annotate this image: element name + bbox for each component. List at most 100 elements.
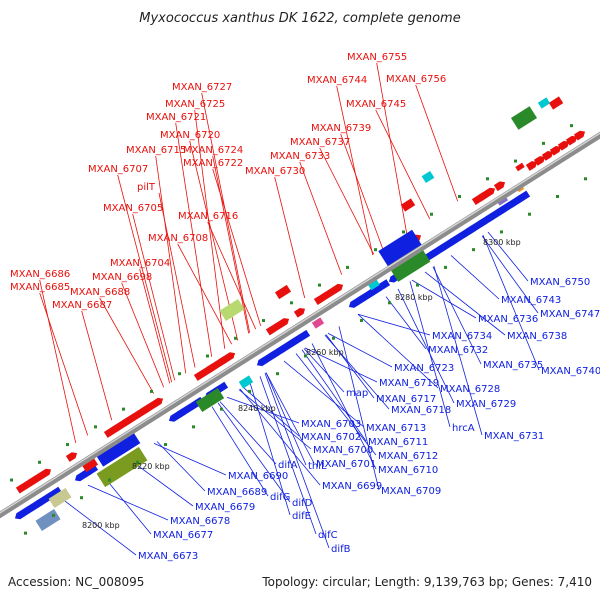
forward-leader-line xyxy=(340,133,384,249)
reverse-gene-label: MXAN_6728 xyxy=(440,384,500,395)
trna-marker xyxy=(94,425,97,429)
forward-leader-line xyxy=(376,62,408,234)
reverse-leader-line xyxy=(411,279,477,319)
reverse-gene-label: MXAN_6750 xyxy=(530,277,590,288)
trna-marker xyxy=(318,283,321,287)
reverse-leader-line xyxy=(259,376,317,535)
gene-block xyxy=(378,229,422,267)
forward-gene-arrow xyxy=(565,135,578,146)
reverse-leader-line xyxy=(450,255,500,300)
forward-leader-line xyxy=(212,155,250,334)
forward-leader-line xyxy=(212,168,262,326)
gene-block xyxy=(48,488,72,508)
forward-gene-label: MXAN_6698 xyxy=(92,272,152,283)
forward-gene-label: MXAN_6730 xyxy=(245,166,305,177)
trna-marker xyxy=(10,478,13,482)
reverse-leader-line xyxy=(102,475,152,535)
reverse-leader-line xyxy=(217,402,291,503)
trna-marker xyxy=(570,124,573,128)
forward-gene-label: MXAN_6755 xyxy=(347,52,407,63)
forward-gene-arrow xyxy=(525,161,538,171)
reverse-gene-label: MXAN_6689 xyxy=(207,487,267,498)
gene-block xyxy=(515,162,525,172)
trna-marker xyxy=(360,319,363,323)
accession-label: Accession: NC_008095 xyxy=(8,575,144,589)
trna-marker xyxy=(108,478,111,482)
trna-marker xyxy=(332,336,335,340)
reverse-gene-label: difD xyxy=(292,498,313,509)
forward-gene-arrow xyxy=(277,318,290,328)
forward-leader-line xyxy=(415,84,459,202)
reverse-gene-label: MXAN_6736 xyxy=(478,314,538,325)
reverse-gene-label: MXAN_6734 xyxy=(432,331,492,342)
trna-marker xyxy=(416,283,419,287)
reverse-leader-line xyxy=(303,348,345,393)
reverse-leader-line xyxy=(481,235,539,314)
trna-marker xyxy=(472,248,475,252)
forward-gene-label: MXAN_6744 xyxy=(307,75,367,86)
forward-gene-arrow xyxy=(541,151,554,161)
trna-marker xyxy=(374,248,377,252)
forward-gene-label: pilT xyxy=(137,182,156,193)
reverse-leader-line xyxy=(87,484,169,521)
forward-leader-line xyxy=(207,221,257,330)
forward-gene-label: MXAN_6688 xyxy=(70,287,130,298)
kbp-tick-label: 8300 kbp xyxy=(483,238,521,247)
forward-leader-line xyxy=(117,174,173,383)
reverse-gene-arrow xyxy=(216,381,229,392)
forward-leader-line xyxy=(194,109,226,349)
gene-block xyxy=(537,97,551,109)
gene-block xyxy=(81,457,99,473)
gene-block xyxy=(274,284,292,300)
reverse-gene-label: MXAN_6702 xyxy=(301,432,361,443)
reverse-leader-line xyxy=(432,266,482,365)
reverse-leader-line xyxy=(128,458,194,507)
forward-leader-line xyxy=(81,310,113,421)
gene-block xyxy=(389,248,431,282)
reverse-gene-label: MXAN_6738 xyxy=(507,331,567,342)
forward-leader-line xyxy=(155,155,187,374)
reverse-leader-line xyxy=(211,406,269,497)
kbp-tick-label: 8200 kbp xyxy=(82,521,120,530)
forward-gene-label: MXAN_6707 xyxy=(88,164,148,175)
trna-marker xyxy=(220,407,223,411)
reverse-leader-line xyxy=(338,326,380,491)
forward-gene-label: MXAN_6686 xyxy=(10,269,70,280)
gene-block xyxy=(95,431,141,467)
reverse-gene-label: MXAN_6710 xyxy=(378,465,438,476)
forward-gene-label: MXAN_6722 xyxy=(183,158,243,169)
kbp-tick-label: 8260 kbp xyxy=(306,348,344,357)
reverse-gene-label: MXAN_6717 xyxy=(376,394,436,405)
gene-block xyxy=(548,96,564,110)
forward-gene-label: MXAN_6704 xyxy=(110,258,170,269)
trna-marker xyxy=(346,265,349,269)
reverse-gene-arrow xyxy=(86,463,99,474)
reverse-gene-label: MXAN_6718 xyxy=(391,405,451,416)
reverse-leader-line xyxy=(63,500,137,556)
reverse-leader-line xyxy=(239,388,321,486)
forward-leader-line xyxy=(139,268,171,384)
reverse-gene-label: MXAN_6743 xyxy=(501,295,561,306)
reverse-leader-line xyxy=(324,334,390,410)
forward-gene-arrow xyxy=(533,156,546,166)
forward-gene-label: MXAN_6737 xyxy=(290,137,350,148)
reverse-gene-label: MXAN_6679 xyxy=(195,502,255,513)
genome-backbone-highlight xyxy=(0,132,600,514)
gene-block xyxy=(238,375,254,389)
gene-block xyxy=(510,106,538,130)
reverse-gene-label: MXAN_6700 xyxy=(313,445,373,456)
forward-leader-line xyxy=(132,213,176,381)
reverse-leader-line xyxy=(357,313,431,336)
reverse-gene-label: map xyxy=(346,388,368,399)
forward-leader-line xyxy=(39,292,89,436)
gene-track xyxy=(10,96,587,535)
forward-leader-line xyxy=(175,122,213,357)
reverse-leader-line xyxy=(409,281,451,428)
reverse-gene-label: MXAN_6677 xyxy=(153,530,213,541)
reverse-gene-label: MXAN_6747 xyxy=(540,309,600,320)
reverse-gene-label: difA xyxy=(278,460,298,471)
gene-block xyxy=(96,446,148,488)
trna-marker xyxy=(430,212,433,216)
reverse-gene-label: MXAN_6703 xyxy=(301,419,361,430)
trna-marker xyxy=(66,443,69,447)
